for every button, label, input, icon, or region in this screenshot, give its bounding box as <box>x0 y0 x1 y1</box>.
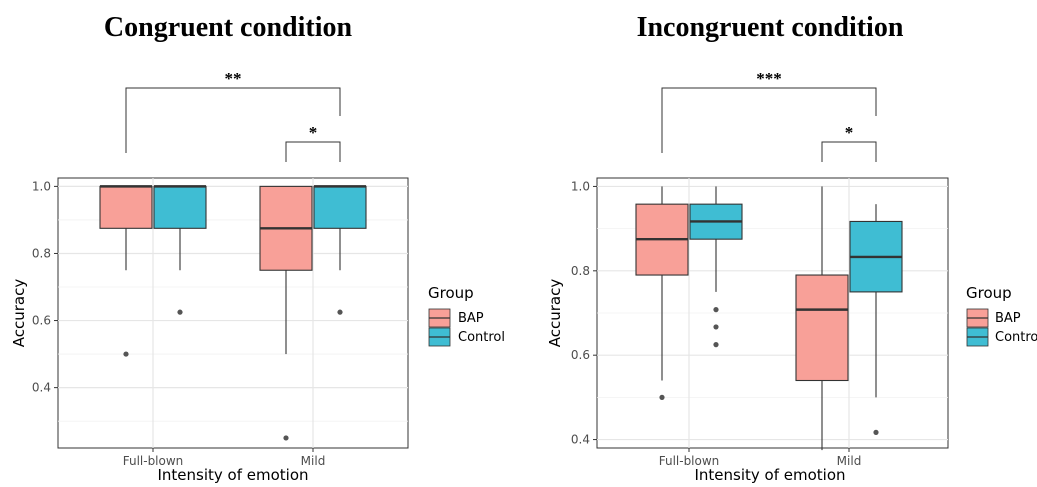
x-tick-label: Full-blown <box>123 454 184 468</box>
y-tick-label: 0.4 <box>571 433 590 447</box>
x-tick-label: Mild <box>837 454 862 468</box>
y-tick-label: 1.0 <box>32 179 51 193</box>
significance-label: * <box>845 123 854 142</box>
significance-bracket <box>661 87 877 153</box>
y-tick-labels: 0.4 0.6 0.8 1.0 <box>32 179 58 395</box>
outlier-point <box>123 351 129 357</box>
outlier-point <box>713 307 719 313</box>
legend-label-control: Control <box>458 330 505 345</box>
y-tick-labels: 0.4 0.6 0.8 1.0 <box>571 179 597 447</box>
significance-label: ** <box>225 69 242 88</box>
legend: Group BAP Control <box>966 284 1037 347</box>
x-tick-labels: Full-blown Mild <box>659 448 862 468</box>
boxes <box>99 185 367 441</box>
outlier-point <box>283 435 289 441</box>
box-control <box>153 185 207 229</box>
legend: Group BAP Control <box>428 284 505 347</box>
box-control <box>313 185 367 229</box>
outlier-point <box>873 429 879 435</box>
significance-bracket <box>285 141 341 162</box>
y-tick-label: 0.6 <box>32 314 51 328</box>
legend-title: Group <box>966 284 1012 302</box>
legend-label-bap: BAP <box>458 311 484 326</box>
legend-label-control: Control <box>995 330 1037 345</box>
outlier-point <box>713 342 719 348</box>
y-tick-label: 1.0 <box>571 179 590 193</box>
outlier-point <box>337 309 343 315</box>
significance-label: *** <box>756 69 782 88</box>
y-tick-label: 0.8 <box>32 246 51 260</box>
y-axis-label: Accuracy <box>10 279 28 348</box>
outlier-point <box>659 394 665 400</box>
legend-title: Group <box>428 284 474 302</box>
box-bap <box>795 274 849 382</box>
significance-bracket <box>821 141 877 162</box>
x-tick-label: Full-blown <box>659 454 720 468</box>
x-tick-labels: Full-blown Mild <box>123 448 326 468</box>
significance-annotations: **** <box>661 69 877 162</box>
y-tick-label: 0.4 <box>32 381 51 395</box>
y-tick-label: 0.6 <box>571 348 590 362</box>
outlier-point <box>177 309 183 315</box>
chart-title: Incongruent condition <box>637 12 904 43</box>
y-axis-label: Accuracy <box>546 279 564 348</box>
chart-title: Congruent condition <box>104 12 353 43</box>
boxes <box>635 186 903 451</box>
significance-annotations: *** <box>125 69 341 162</box>
legend-label-bap: BAP <box>995 311 1021 326</box>
y-tick-label: 0.8 <box>571 264 590 278</box>
x-tick-label: Mild <box>301 454 326 468</box>
outlier-point <box>713 324 719 330</box>
x-axis-label: Intensity of emotion <box>694 466 845 484</box>
x-axis-label: Intensity of emotion <box>157 466 308 484</box>
significance-bracket <box>125 87 341 153</box>
congruent-panel: Congruent condition 0.4 0.6 0.8 1.0 Full-bl… <box>10 12 505 484</box>
incongruent-panel: Incongruent condition 0.4 0.6 0.8 1.0 Full-… <box>546 12 1037 484</box>
significance-label: * <box>309 123 318 142</box>
box-bap <box>99 185 153 229</box>
